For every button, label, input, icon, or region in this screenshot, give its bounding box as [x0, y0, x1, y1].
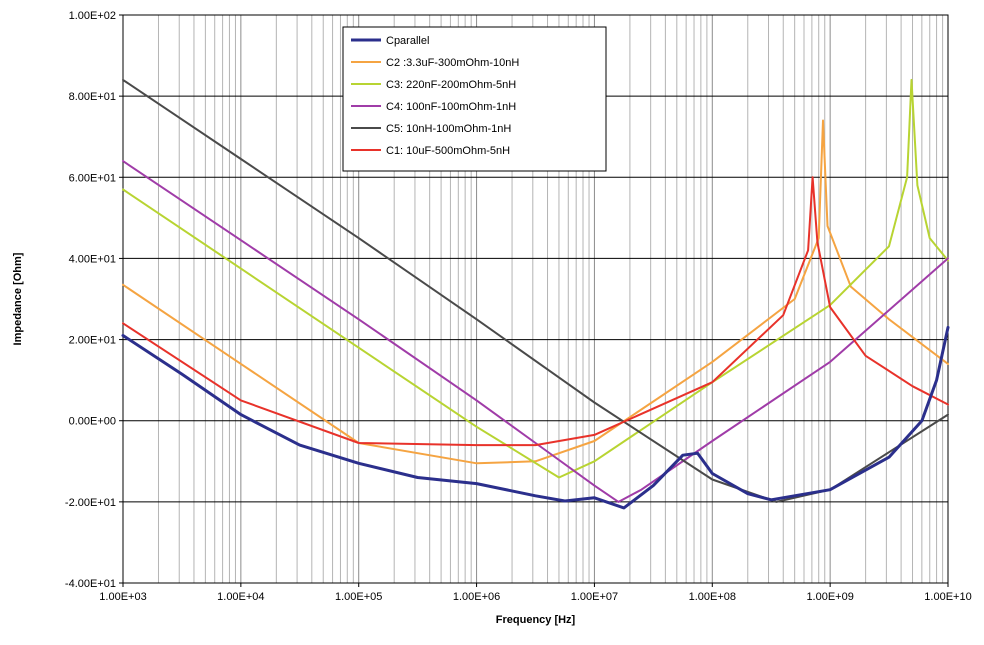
series-line-c2	[122, 78, 949, 479]
series-lines	[121, 78, 950, 510]
series-line-c1	[122, 119, 949, 465]
legend-entry: C1: 10uF-500mOhm-5nH	[386, 145, 510, 157]
x-tick-label: 1.00E+09	[806, 591, 853, 603]
y-axis-tick-labels: 1.00E+02 8.00E+01 6.00E+01 4.00E+01 2.00E+01…	[65, 10, 123, 590]
x-tick-label: 1.00E+06	[453, 591, 500, 603]
y-tick-label: 1.00E+02	[69, 10, 116, 22]
y-tick-label: 6.00E+01	[69, 172, 116, 184]
legend-box	[342, 26, 607, 172]
x-tick-label: 1.00E+10	[924, 591, 971, 603]
y-axis-title: Impedance [Ohm]	[12, 252, 24, 345]
y-tick-label: 0.00E+00	[69, 416, 116, 428]
legend: Cparallel C2 :3.3uF-300mOhm-10nH C3: 220nF…	[342, 26, 607, 172]
y-tick-label: -2.00E+01	[65, 497, 116, 509]
y-tick-label: -4.00E+01	[65, 578, 116, 590]
x-axis-title: Frequency [Hz]	[496, 614, 576, 626]
legend-entry: C3: 220nF-200mOhm-5nH	[386, 79, 516, 91]
x-axis-tick-labels: 1.00E+03 1.00E+04 1.00E+05 1.00E+06 1.00E+07…	[99, 583, 972, 603]
x-tick-label: 1.00E+04	[217, 591, 264, 603]
legend-entry: Cparallel	[386, 35, 429, 47]
x-tick-label: 1.00E+07	[571, 591, 618, 603]
legend-entry: C4: 100nF-100mOhm-1nH	[386, 101, 516, 113]
y-tick-label: 2.00E+01	[69, 335, 116, 347]
legend-entry: C2 :3.3uF-300mOhm-10nH	[386, 57, 519, 69]
legend-entry: C5: 10nH-100mOhm-1nH	[386, 123, 511, 135]
minor-gridlines	[157, 15, 944, 583]
series-line-c5	[122, 176, 949, 447]
y-tick-label: 8.00E+01	[69, 91, 116, 103]
plot-area-frame	[122, 14, 949, 584]
x-tick-label: 1.00E+03	[99, 591, 146, 603]
series-line-cparallel	[121, 325, 950, 510]
series-line-c3	[122, 160, 949, 503]
y-tick-label: 4.00E+01	[69, 253, 116, 265]
x-tick-label: 1.00E+08	[689, 591, 736, 603]
x-tick-label: 1.00E+05	[335, 591, 382, 603]
